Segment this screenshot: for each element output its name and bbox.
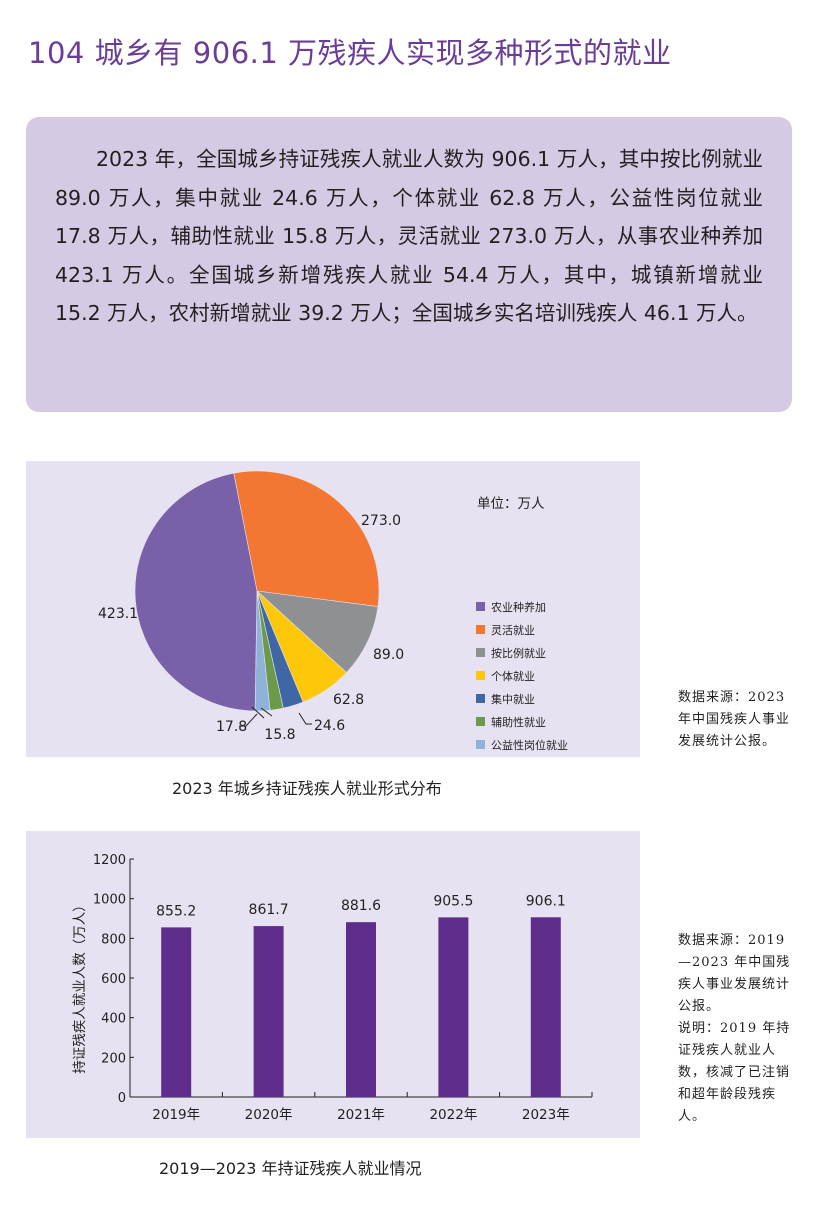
legend-swatch <box>476 694 485 703</box>
legend-item: 灵活就业 <box>476 618 568 641</box>
y-tick-label: 200 <box>101 1051 126 1066</box>
bar-chart-panel: 0 200 400 600 800 1000 1200 855.2 2019年 861.7 2020… <box>26 831 640 1138</box>
bar <box>530 917 561 1097</box>
legend-swatch <box>476 740 485 749</box>
legend-swatch <box>476 671 485 680</box>
pie-legend: 农业种养加灵活就业按比例就业个体就业集中就业辅助性就业公益性岗位就业 <box>476 595 568 756</box>
summary-box: 2023 年，全国城乡持证残疾人就业人数为 906.1 万人，其中按比例就业 8… <box>26 117 792 412</box>
legend-swatch <box>476 625 485 634</box>
legend-item: 辅助性就业 <box>476 710 568 733</box>
pie-chart-panel: 423.1 273.0 89.0 62.8 24.6 15.8 17.8 单位：万人 农业种… <box>26 461 640 757</box>
pie-slice <box>134 472 258 712</box>
x-category-label: 2020年 <box>245 1107 293 1123</box>
legend-item: 农业种养加 <box>476 595 568 618</box>
pie-data-label: 89.0 <box>373 647 404 663</box>
pie-chart-caption: 2023 年城乡持证残疾人就业形式分布 <box>172 779 442 798</box>
y-tick-label: 600 <box>101 972 126 987</box>
bar-value-label: 861.7 <box>249 902 289 918</box>
x-category-label: 2022年 <box>429 1107 477 1123</box>
bar-value-label: 881.6 <box>341 898 381 914</box>
legend-label: 辅助性就业 <box>491 715 546 729</box>
bar-value-label: 855.2 <box>156 903 196 919</box>
pie-chart: 423.1 273.0 89.0 62.8 24.6 15.8 17.8 <box>98 470 404 743</box>
legend-item: 按比例就业 <box>476 641 568 664</box>
legend-swatch <box>476 648 485 657</box>
bar-value-label: 906.1 <box>526 893 566 909</box>
legend-label: 公益性岗位就业 <box>491 738 568 752</box>
pie-data-label: 423.1 <box>98 606 138 622</box>
bar-chart-caption: 2019—2023 年持证残疾人就业情况 <box>159 1159 422 1178</box>
legend-label: 灵活就业 <box>491 623 535 637</box>
bar-source-text: 数据来源：2019—2023 年中国残疾人事业发展统计公报。 <box>678 933 791 1014</box>
legend-label: 农业种养加 <box>491 600 546 614</box>
legend-item: 个体就业 <box>476 664 568 687</box>
x-category-label: 2023年 <box>522 1107 570 1123</box>
unit-label: 单位：万人 <box>477 496 545 512</box>
legend-label: 按比例就业 <box>491 646 546 660</box>
bar-chart: 0 200 400 600 800 1000 1200 855.2 2019年 861.7 2020… <box>72 853 593 1123</box>
leader-line <box>251 706 265 719</box>
y-axis-label: 持证残疾人就业人数（万人） <box>72 898 88 1074</box>
summary-text: 2023 年，全国城乡持证残疾人就业人数为 906.1 万人，其中按比例就业 8… <box>55 147 763 325</box>
bar <box>161 927 192 1097</box>
pie-data-label: 62.8 <box>333 692 364 708</box>
x-category-label: 2019年 <box>152 1107 200 1123</box>
pie-data-label: 17.8 <box>216 719 247 735</box>
y-tick-label: 400 <box>101 1012 126 1027</box>
y-tick-label: 1200 <box>93 853 126 868</box>
bar <box>346 922 376 1097</box>
legend-swatch <box>476 602 485 611</box>
pie-data-label: 273.0 <box>361 513 401 529</box>
x-category-label: 2021年 <box>337 1107 385 1123</box>
leader-line <box>260 707 273 717</box>
bar <box>438 917 469 1097</box>
y-tick-label: 800 <box>101 932 126 947</box>
leader-line <box>239 713 258 727</box>
legend-item: 公益性岗位就业 <box>476 733 568 756</box>
bar <box>253 926 284 1097</box>
bar-source-note: 数据来源：2019—2023 年中国残疾人事业发展统计公报。 说明：2019 年… <box>678 930 798 1128</box>
pie-slice <box>233 470 380 607</box>
pie-source-note: 数据来源：2023 年中国残疾人事业发展统计公报。 <box>678 690 791 749</box>
legend-swatch <box>476 717 485 726</box>
page-title: 104 城乡有 906.1 万残疾人实现多种形式的就业 <box>28 36 672 70</box>
legend-label: 个体就业 <box>491 669 535 683</box>
bar-value-label: 905.5 <box>433 893 473 909</box>
legend-label: 集中就业 <box>491 692 535 706</box>
pie-slice <box>256 590 379 673</box>
pie-data-label: 15.8 <box>264 727 295 743</box>
leader-line <box>298 712 312 725</box>
legend-item: 集中就业 <box>476 687 568 710</box>
bar-explanation-text: 说明：2019 年持证残疾人就业人数，核减了已注销和超年龄段残疾人。 <box>678 1021 791 1124</box>
pie-data-label: 24.6 <box>314 718 345 734</box>
y-tick-label: 1000 <box>93 893 126 908</box>
y-tick-label: 0 <box>118 1091 126 1106</box>
